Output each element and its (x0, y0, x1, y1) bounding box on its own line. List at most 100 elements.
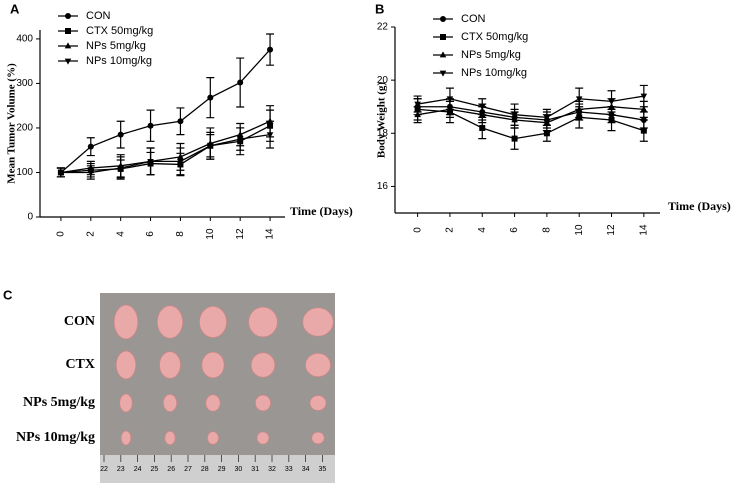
x-tick-label: 6 (509, 227, 520, 233)
legend-marker (64, 42, 72, 49)
tumor (164, 430, 176, 446)
ruler-label: 27 (184, 466, 192, 473)
x-tick-label: 8 (175, 231, 186, 237)
x-tick-label: 2 (445, 227, 456, 233)
ruler-label: 35 (319, 466, 327, 473)
x-tick-label: 14 (638, 224, 649, 236)
marker (236, 136, 244, 143)
x-tick-label: 12 (606, 224, 617, 236)
ruler-label: 32 (268, 466, 276, 473)
ruler-label: 34 (302, 466, 310, 473)
tumor (198, 305, 227, 339)
line (417, 106, 644, 121)
legend-label: CTX 50mg/kg (86, 25, 153, 37)
marker (608, 99, 615, 105)
legend-marker (440, 34, 446, 40)
marker (640, 105, 648, 112)
marker (267, 46, 274, 53)
ruler-label: 25 (151, 466, 159, 473)
tumor (162, 393, 178, 413)
x-tick-label: 4 (477, 227, 488, 233)
marker (640, 127, 647, 134)
ruler-label: 29 (218, 466, 226, 473)
tumor (302, 307, 334, 337)
line (417, 106, 644, 124)
marker (87, 170, 95, 177)
tumor (119, 393, 133, 413)
marker (640, 93, 648, 100)
tumor (201, 351, 225, 379)
series (413, 84, 648, 126)
tumor (256, 431, 270, 445)
tumor (113, 304, 139, 340)
marker (446, 96, 454, 103)
legend-label: CON (86, 10, 111, 22)
legend-label: NPs 10mg/kg (461, 67, 527, 79)
tumor (311, 431, 325, 445)
y-axis-label: Body Weight (g) (376, 82, 388, 159)
y-tick-label: 18 (377, 128, 389, 139)
marker (117, 165, 124, 172)
y-tick-label: 22 (377, 22, 389, 33)
legend-label: CON (461, 13, 486, 25)
x-axis-label: Time (Days) (290, 204, 353, 218)
ruler-label: 30 (235, 466, 243, 473)
x-tick-label: 0 (412, 227, 423, 233)
row-label: NPs 10mg/kg (16, 430, 95, 445)
line (60, 49, 271, 173)
marker (207, 143, 214, 150)
marker (87, 143, 94, 150)
marker (543, 130, 550, 137)
legend-marker (64, 58, 72, 65)
y-tick-label: 20 (377, 75, 389, 86)
y-tick-label: 200 (16, 123, 33, 134)
y-tick-label: 300 (16, 78, 33, 89)
line (60, 133, 271, 174)
marker (478, 104, 486, 111)
x-tick-label: 12 (235, 228, 246, 240)
y-tick-label: 0 (27, 212, 33, 223)
ruler-label: 31 (251, 466, 259, 473)
marker (237, 79, 244, 86)
legend-marker (65, 13, 71, 19)
line (417, 108, 645, 140)
legend-label: NPs 5mg/kg (86, 40, 146, 52)
legend-marker (440, 16, 446, 22)
marker (266, 132, 274, 139)
panel-label: A (10, 1, 20, 16)
x-tick-label: 2 (85, 231, 96, 237)
x-axis-label: Time (Days) (668, 199, 731, 213)
legend-marker (439, 70, 447, 77)
marker (511, 112, 518, 119)
ruler-label: 33 (285, 466, 293, 473)
y-tick-label: 16 (377, 181, 389, 192)
legend-marker (65, 28, 71, 34)
tumor (159, 351, 181, 379)
tumor (304, 352, 331, 378)
series (56, 120, 275, 180)
x-tick-label: 14 (265, 228, 276, 240)
marker (608, 117, 615, 123)
legend-label: CTX 50mg/kg (461, 31, 528, 43)
y-tick-label: 100 (16, 167, 33, 178)
marker (177, 118, 184, 125)
marker (177, 158, 184, 165)
x-tick-label: 6 (145, 231, 156, 237)
marker (414, 111, 421, 118)
marker (511, 135, 518, 142)
line (417, 95, 644, 119)
panel-label: B (375, 1, 384, 16)
marker (575, 96, 583, 103)
marker (57, 170, 65, 177)
photo-panel: 22 23 24 25 26 27 28 29 30 31 32 33 34 35 (100, 293, 335, 483)
x-tick-label: 10 (574, 224, 585, 236)
panel-label: C (3, 287, 13, 302)
ruler (100, 455, 335, 483)
line (60, 120, 271, 174)
marker (207, 94, 214, 101)
tumor (309, 395, 327, 411)
tumor (254, 394, 272, 412)
tumor (205, 394, 221, 412)
legend-label: NPs 5mg/kg (461, 49, 521, 61)
